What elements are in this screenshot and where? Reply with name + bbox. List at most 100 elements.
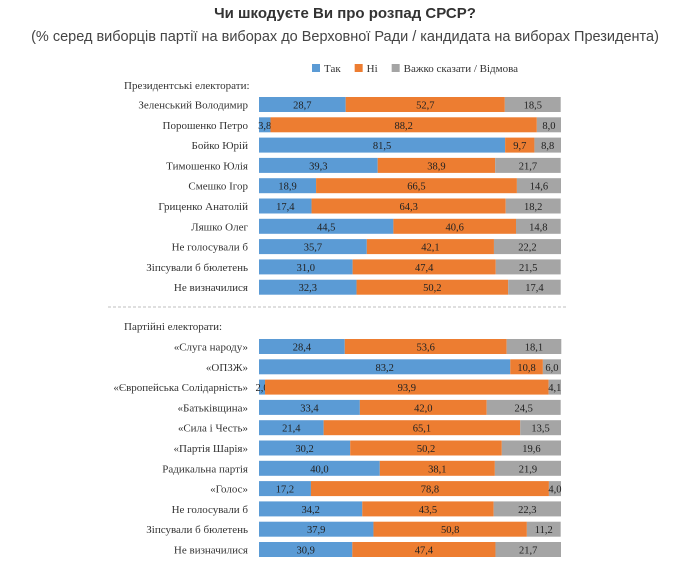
bar-segment-yes	[259, 157, 378, 173]
bar-segment-hard	[493, 501, 561, 517]
bar-segment-yes	[259, 339, 345, 354]
bar-segment-yes	[259, 97, 346, 112]
row-label: Радикальна партія	[162, 463, 248, 475]
bar-segment-no	[345, 97, 505, 112]
data-label-hard: 4,0	[548, 485, 561, 496]
data-label-yes: 28,7	[293, 101, 311, 112]
row-label: Смешко Ігор	[188, 181, 248, 193]
data-label-hard: 21,7	[519, 161, 537, 172]
bar-segment-hard	[505, 198, 561, 214]
bar-segment-hard	[526, 521, 561, 537]
bar-segment-hard	[501, 440, 561, 456]
data-label-hard: 22,3	[518, 505, 536, 516]
data-label-hard: 21,7	[519, 546, 537, 557]
legend-label-yes: Так	[324, 63, 341, 75]
bar-segment-no	[352, 259, 496, 275]
data-label-hard: 8,0	[542, 121, 555, 132]
bar-segment-yes	[259, 521, 374, 537]
bar-segment-hard	[504, 97, 561, 112]
row-label: «Сила і Честь»	[178, 423, 248, 435]
data-label-yes: 33,4	[300, 403, 319, 414]
data-label-yes: 17,2	[276, 485, 294, 496]
data-label-hard: 11,2	[535, 525, 553, 536]
chart-title: Чи шкодуєте Ви про розпад СРСР?	[214, 5, 476, 22]
bar-segment-yes	[259, 460, 380, 476]
bar-segment-hard	[495, 157, 561, 173]
row-label: Гриценко Анатолій	[158, 201, 248, 213]
bar-segment-no	[379, 460, 495, 476]
bar-segment-no	[350, 440, 502, 456]
data-label-no: 10,8	[517, 363, 535, 374]
row-label: Не визначилися	[174, 545, 248, 557]
legend-swatch-no	[354, 64, 363, 72]
data-label-no: 65,1	[413, 424, 431, 435]
data-label-yes: 2,0	[255, 383, 268, 394]
row-label: Ляшко Олег	[191, 221, 248, 233]
bar-segment-no	[510, 359, 543, 375]
bar-segment-yes	[259, 218, 394, 234]
group-heading: Президентські електорати:	[124, 80, 250, 92]
row-label: «Європейська Солідарність»	[113, 382, 248, 394]
data-label-hard: 14,8	[529, 222, 547, 233]
bar-segment-yes	[259, 178, 317, 194]
bar-segment-no	[362, 501, 494, 517]
bar-segment-hard	[486, 399, 561, 415]
bar-segment-hard	[534, 137, 561, 153]
bar-segment-yes	[259, 379, 266, 395]
bar-segment-no	[366, 239, 494, 255]
data-label-hard: 18,5	[524, 101, 542, 112]
data-label-yes: 17,4	[276, 202, 295, 213]
bar-segment-yes	[259, 198, 312, 214]
bar-segment-hard	[520, 420, 561, 436]
data-label-no: 47,4	[415, 263, 434, 274]
data-label-no: 66,5	[407, 182, 425, 193]
bar-segment-no	[310, 481, 549, 497]
row-label: «Голос»	[210, 484, 248, 496]
bar-segment-no	[359, 399, 487, 415]
bar-segment-no	[265, 379, 549, 395]
data-label-yes: 18,9	[278, 182, 296, 193]
data-label-yes: 40,0	[310, 464, 328, 475]
data-label-no: 47,4	[415, 546, 434, 557]
legend-swatch-hard	[391, 64, 400, 72]
data-label-no: 42,1	[421, 243, 439, 254]
bar-segment-hard	[508, 279, 561, 295]
data-label-hard: 13,5	[531, 424, 549, 435]
bar-segment-hard	[493, 239, 561, 255]
row-label: Порошенко Петро	[163, 120, 249, 132]
data-label-hard: 21,9	[519, 464, 537, 475]
bar-segment-yes	[259, 117, 271, 133]
bar-segment-no	[344, 339, 507, 354]
data-label-hard: 18,1	[525, 343, 543, 354]
bar-segment-no	[373, 521, 527, 537]
row-label: Не визначилися	[174, 282, 248, 294]
data-label-no: 78,8	[421, 485, 439, 496]
data-label-yes: 28,4	[293, 343, 312, 354]
bar-segment-yes	[259, 399, 360, 415]
data-label-hard: 24,5	[515, 403, 533, 414]
bar-segment-yes	[259, 279, 357, 295]
bar-segment-hard	[495, 542, 561, 557]
data-label-hard: 21,5	[519, 263, 537, 274]
bar-segment-yes	[259, 420, 324, 436]
bar-segment-hard	[516, 178, 561, 194]
bar-segment-no	[352, 542, 496, 557]
data-label-no: 9,7	[513, 141, 526, 152]
data-label-yes: 34,2	[301, 505, 319, 516]
data-label-yes: 35,7	[304, 243, 322, 254]
bar-segment-hard	[536, 117, 561, 133]
data-label-no: 38,1	[428, 464, 446, 475]
data-label-yes: 39,3	[309, 161, 327, 172]
bar-segment-no	[270, 117, 537, 133]
data-label-no: 52,7	[416, 101, 434, 112]
data-label-no: 50,2	[423, 283, 441, 294]
bar-segment-hard	[506, 339, 562, 354]
data-label-yes: 32,3	[299, 283, 317, 294]
data-label-hard: 4,1	[548, 383, 561, 394]
bar-segment-yes	[259, 501, 363, 517]
bar-segment-no	[311, 198, 506, 214]
data-label-no: 38,9	[427, 161, 445, 172]
row-label: Зіпсували б бюлетень	[146, 262, 248, 274]
bar-segment-hard	[548, 481, 561, 497]
